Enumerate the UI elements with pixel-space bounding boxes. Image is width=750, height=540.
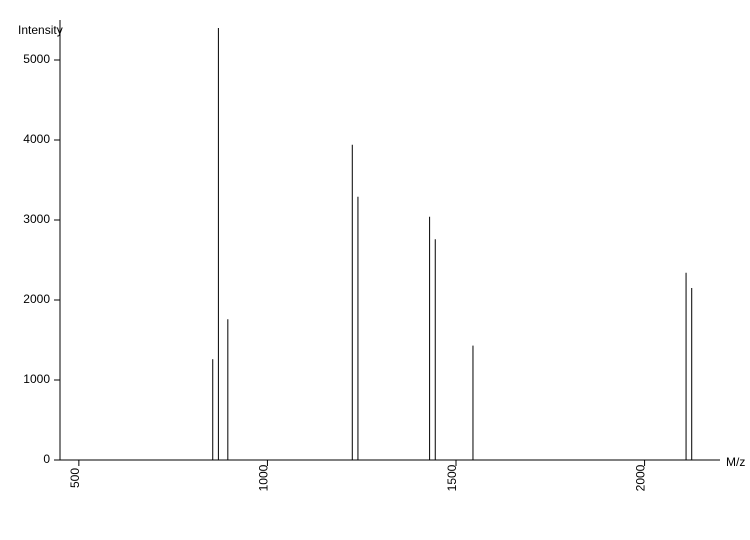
x-tick-label: 500 — [68, 468, 82, 488]
y-tick-label: 4000 — [23, 132, 50, 146]
x-axis-title: M/z — [726, 455, 745, 469]
y-tick-label: 0 — [43, 452, 50, 466]
y-tick-label: 3000 — [23, 212, 50, 226]
mass-spectrum-chart: Intensity M/z 0 1000 2000 3000 4000 5000 500 10… — [0, 0, 750, 540]
y-tick-label: 5000 — [23, 52, 50, 66]
x-tick-label: 1000 — [256, 464, 270, 491]
x-tick-label: 2000 — [634, 464, 648, 491]
y-tick-label: 1000 — [23, 372, 50, 386]
y-tick-label: 2000 — [23, 292, 50, 306]
x-tick-label: 1500 — [445, 464, 459, 491]
y-axis-title: Intensity — [18, 23, 63, 37]
